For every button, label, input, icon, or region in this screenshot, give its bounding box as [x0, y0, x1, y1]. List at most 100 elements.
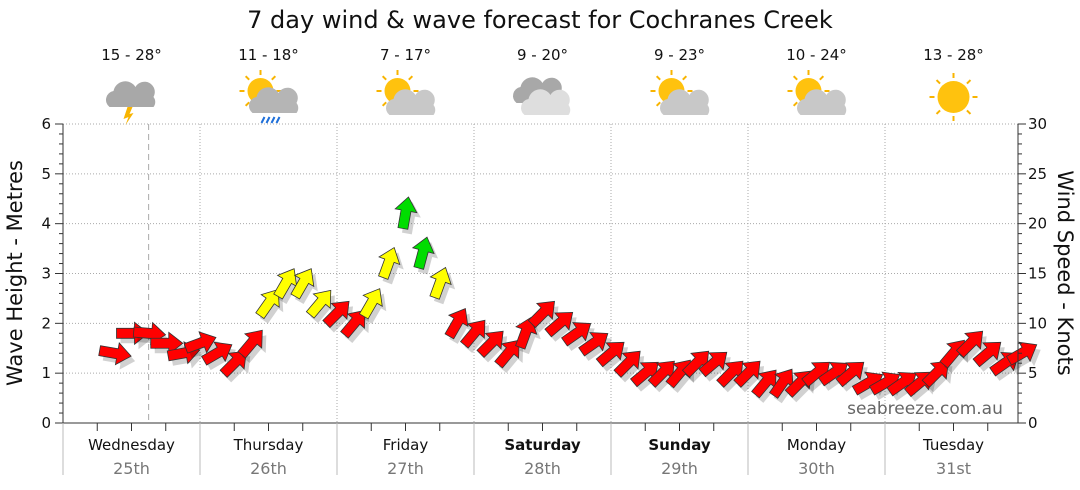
sun-ray [966, 79, 972, 85]
rain-drop [275, 116, 281, 124]
wind-arrow [595, 341, 625, 368]
wind-arrow [255, 288, 280, 320]
wind-arrow [290, 268, 315, 300]
wind-arrow [358, 288, 383, 320]
sun-ray [792, 101, 798, 107]
day-label: Saturday [504, 436, 581, 454]
sun-ray [819, 75, 825, 81]
wind-arrow [378, 246, 401, 280]
day-label: Wednesday [88, 436, 175, 454]
wind-arrow [322, 300, 350, 329]
day-label: Friday [383, 436, 429, 454]
wind-arrow [394, 196, 418, 230]
wind-arrow [444, 308, 469, 340]
temp-range: 9 - 23° [654, 46, 705, 64]
y-tick-label: 1 [41, 364, 51, 382]
wind-arrow [527, 300, 555, 329]
date-label: 26th [250, 459, 287, 478]
cloud [659, 89, 710, 115]
partly-cloudy-icon [787, 70, 847, 115]
cloud [796, 89, 847, 115]
sun-ray [244, 101, 250, 107]
wind-arrow [835, 361, 865, 388]
day-label: Tuesday [922, 436, 984, 454]
wind-arrow [613, 350, 641, 378]
sun-ray [935, 109, 941, 115]
sun-ray [244, 75, 250, 81]
y-tick-label: 3 [41, 265, 51, 283]
sun-rain-icon [239, 70, 299, 124]
rain-drop [265, 116, 271, 124]
sun-ray [655, 75, 661, 81]
sunny-icon [929, 73, 978, 121]
rain-drop [260, 116, 266, 124]
date-label: 25th [113, 459, 150, 478]
cloud [385, 89, 436, 115]
wind-arrow [733, 360, 761, 388]
date-label: 30th [798, 459, 835, 478]
y-tick-label: 5 [41, 165, 51, 183]
y2-tick-label: 25 [1028, 165, 1047, 183]
wind-arrow [515, 316, 538, 350]
sun-ray [792, 75, 798, 81]
day-label: Monday [787, 436, 846, 454]
wind-arrow [476, 330, 504, 358]
sun-ray [966, 109, 972, 115]
temp-range: 7 - 17° [380, 46, 431, 64]
wind-arrow [183, 331, 217, 354]
temp-range: 13 - 28° [923, 46, 984, 64]
sun-ray [271, 75, 277, 81]
y-axis-label: Wave Height - Metres [3, 160, 27, 386]
wind-arrow [340, 309, 366, 339]
day-label: Thursday [233, 436, 304, 454]
wind-arrow [429, 266, 452, 300]
sun-ray [935, 79, 941, 85]
wind-arrow [494, 339, 520, 369]
y-tick-label: 2 [41, 314, 51, 332]
partly-cloudy-icon [376, 70, 436, 115]
sun-ray [381, 75, 387, 81]
wind-arrow [411, 236, 435, 270]
wind-arrow [305, 289, 332, 319]
y-tick-label: 0 [41, 414, 51, 432]
y2-tick-label: 0 [1028, 414, 1038, 432]
y-tick-label: 6 [41, 115, 51, 133]
temp-range: 10 - 24° [786, 46, 847, 64]
y2-tick-label: 5 [1028, 364, 1038, 382]
wind-arrow [544, 311, 574, 338]
rain-drop [270, 116, 276, 124]
y-tick-label: 4 [41, 215, 51, 233]
cloudy-icon [512, 77, 571, 115]
sun-ray [682, 75, 688, 81]
sun-ray [655, 101, 661, 107]
wind-arrow [201, 341, 233, 366]
y2-axis-label: Wind Speed - Knots [1053, 170, 1077, 375]
temp-range: 15 - 28° [101, 46, 162, 64]
day-label: Sunday [648, 436, 711, 454]
y2-tick-label: 20 [1028, 215, 1047, 233]
wind-arrow [219, 350, 247, 378]
chart-title: 7 day wind & wave forecast for Cochranes… [247, 6, 833, 34]
wind-arrow [237, 329, 263, 359]
date-label: 29th [661, 459, 698, 478]
sun [937, 81, 970, 113]
wind-arrow [578, 332, 609, 357]
y2-tick-label: 30 [1028, 115, 1047, 133]
wind-arrow [698, 351, 728, 378]
sun-ray [381, 101, 387, 107]
temp-range: 11 - 18° [238, 46, 299, 64]
partly-cloudy-icon [650, 70, 710, 115]
y2-tick-label: 15 [1028, 265, 1047, 283]
date-label: 28th [524, 459, 561, 478]
watermark: seabreeze.com.au [847, 399, 1003, 419]
date-label: 31st [936, 459, 971, 478]
date-label: 27th [387, 459, 424, 478]
wind-arrow [561, 322, 592, 347]
wind-arrow [98, 342, 132, 366]
cloud [248, 87, 299, 113]
wind-arrow [459, 319, 486, 349]
wind-arrow [955, 330, 984, 358]
cloud [520, 89, 571, 115]
